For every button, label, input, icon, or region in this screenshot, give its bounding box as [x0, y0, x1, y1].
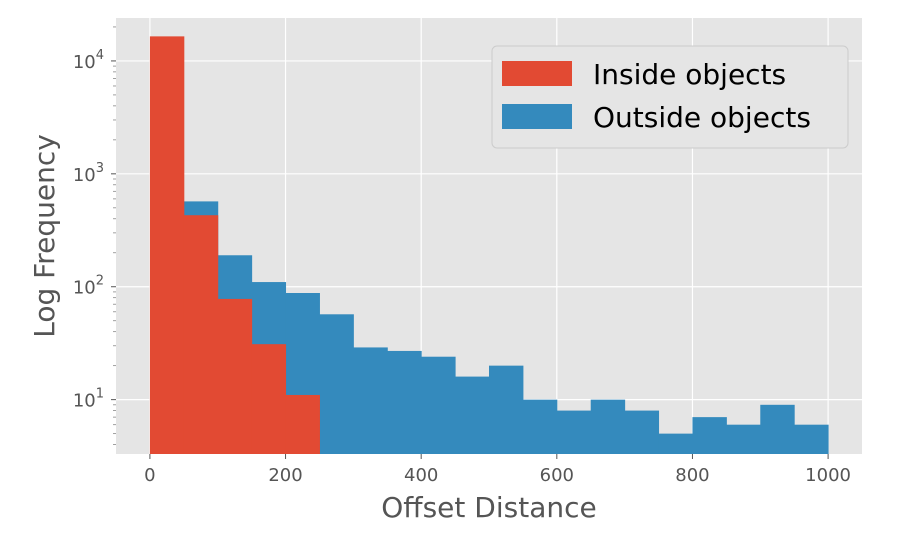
histogram-bar-outside — [421, 356, 456, 454]
x-axis-label: Offset Distance — [381, 491, 596, 524]
y-axis-label: Log Frequency — [28, 134, 61, 338]
legend: Inside objects Outside objects — [491, 45, 849, 149]
histogram-bar-outside — [624, 410, 660, 454]
x-tick-label: 800 — [675, 465, 709, 486]
x-tick-label: 200 — [268, 465, 302, 486]
x-tick-label: 1000 — [805, 465, 851, 486]
histogram-bar-outside — [455, 376, 490, 454]
y-tick-label: 101 — [73, 387, 104, 412]
histogram-bar-outside — [760, 404, 795, 454]
x-tick-label: 600 — [540, 465, 574, 486]
histogram-bar-inside — [285, 394, 320, 454]
histogram-bar-outside — [658, 433, 693, 454]
legend-frame — [491, 45, 849, 149]
histogram-bar-outside — [794, 424, 829, 454]
legend-label-inside: Inside objects — [593, 58, 786, 91]
x-tick-label: 0 — [144, 465, 155, 486]
y-axis-ticks: 101 102 103 104 — [73, 26, 116, 445]
histogram-bar-inside — [217, 298, 253, 454]
histogram-bar-outside — [387, 350, 422, 454]
histogram-bar-outside — [556, 410, 592, 454]
x-axis-ticks: 0 200 400 600 800 1000 — [144, 454, 851, 486]
histogram-bars — [149, 36, 829, 454]
histogram-bar-inside — [149, 36, 185, 454]
histogram-bar-outside — [590, 399, 626, 454]
legend-label-outside: Outside objects — [593, 101, 811, 134]
y-tick-label: 104 — [73, 48, 104, 73]
histogram-bar-outside — [353, 347, 388, 454]
histogram-bar-outside — [692, 417, 727, 454]
legend-swatch-inside — [502, 61, 572, 86]
y-tick-label: 102 — [73, 274, 104, 299]
x-tick-label: 400 — [404, 465, 438, 486]
histogram-bar-inside — [251, 344, 287, 454]
y-tick-label: 103 — [73, 161, 104, 186]
legend-swatch-outside — [502, 104, 572, 129]
histogram-bar-inside — [183, 215, 219, 454]
histogram-bar-outside — [726, 424, 761, 454]
histogram-bar-outside — [489, 365, 524, 454]
histogram-bar-outside — [319, 314, 354, 454]
histogram-bar-outside — [522, 399, 558, 454]
